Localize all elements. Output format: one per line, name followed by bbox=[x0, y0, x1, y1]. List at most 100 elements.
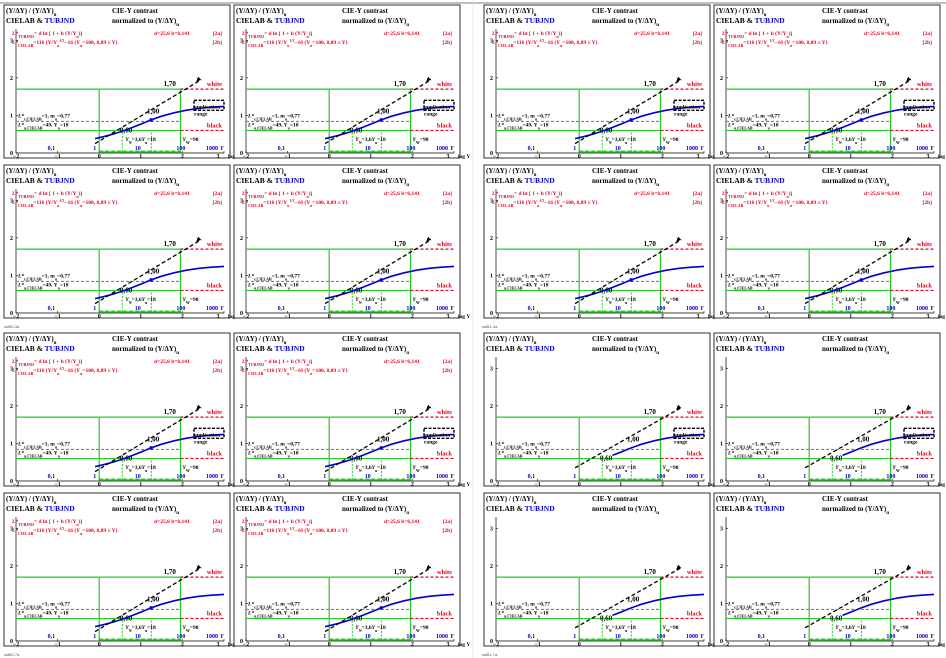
x-tick-label: −1 bbox=[54, 642, 60, 648]
secondary-tick-label: 10 bbox=[845, 146, 851, 152]
tubjnd-curve bbox=[94, 105, 225, 140]
panel-title-left: (Y/ΔY) / (Y/ΔY)u bbox=[486, 7, 537, 18]
value-170: 1,70 bbox=[644, 568, 657, 576]
panel-title-right: CIE-Y contrast bbox=[822, 335, 868, 343]
secondary-tick-label: 100 bbox=[176, 146, 185, 152]
equation-tubjnd: L*TUBJND= d ln [ 1 + b (Y/Yu)] bbox=[11, 518, 82, 527]
panel-frame bbox=[3, 492, 231, 647]
lu-cielab-label: L*u,CIELAB=49, Yu=18 bbox=[17, 121, 69, 130]
panel-title-left: (Y/ΔY) / (Y/ΔY)u bbox=[716, 495, 767, 506]
x-tick-label: 1 bbox=[849, 642, 852, 648]
panel-title-right: CIE-Y contrast bbox=[592, 167, 638, 175]
secondary-tick-label: 0,1 bbox=[758, 146, 766, 152]
x-axis-label: log Y bbox=[938, 482, 946, 488]
secondary-tick-label: 1 bbox=[93, 306, 96, 312]
secondary-tick-label: 10 bbox=[615, 146, 621, 152]
x-tick-label: −2 bbox=[723, 154, 729, 160]
y-tick-label: 2 bbox=[720, 404, 723, 410]
lr-cielab-label: L*r,CIELAB=1, mu=0,77 bbox=[497, 272, 550, 281]
lr-cielab-label: L*r,CIELAB=1, mu=0,77 bbox=[727, 272, 780, 281]
value-170: 1,70 bbox=[874, 408, 887, 416]
yw-label: YW=90 bbox=[182, 625, 198, 633]
x-axis-label: log Y bbox=[458, 642, 470, 648]
y-tick-label: 2 bbox=[720, 76, 723, 82]
x-axis-label: log Y bbox=[458, 314, 470, 320]
chart-panel: (Y/ΔY) / (Y/ΔY)u CIE-Y contrast CIELAB & T… bbox=[233, 492, 470, 648]
app-range-label-2: range bbox=[424, 111, 438, 117]
app-range-box bbox=[423, 427, 455, 439]
chart-panel: (Y/ΔY) / (Y/ΔY)u CIE-Y contrast CIELAB & T… bbox=[713, 492, 946, 648]
secondary-tick-label: 0,1 bbox=[48, 306, 56, 312]
secondary-tick-label: 0,1 bbox=[48, 634, 56, 640]
y-tick-label: 2 bbox=[240, 76, 243, 82]
tubjnd-curve bbox=[324, 265, 455, 300]
y-tick-label: 1 bbox=[240, 601, 243, 607]
y-tick-label: 3 bbox=[720, 366, 723, 372]
equation-cielab: L*CIELAB=116 (Y/Yu1/3−16 (Yu=100, 0,89 ≤… bbox=[721, 198, 828, 208]
y-tick-label: 1 bbox=[240, 113, 243, 119]
equation-cielab: L*CIELAB=116 (Y/Yu1/3−16 (Yu=100, 0,89 ≤… bbox=[241, 38, 348, 48]
yw-label: YW=90 bbox=[182, 137, 198, 145]
lu-cielab-label: L*u,CIELAB=49, Yu=18 bbox=[17, 281, 69, 290]
app-range-label-1: application bbox=[674, 432, 700, 438]
equation-tubjnd: L*TUBJND= d ln [ 1 + b (Y/Yu)] bbox=[721, 30, 792, 39]
lu-cielab-label: L*u,CIELAB=49, Yu=18 bbox=[497, 609, 549, 618]
x-tick-label: 3 bbox=[447, 642, 450, 648]
x-axis-label: log Y bbox=[458, 482, 470, 488]
yn-yu-label: YN=3,6Yu=18 bbox=[125, 297, 156, 305]
secondary-tick-label: 100 bbox=[176, 306, 185, 312]
chart-panel: (Y/ΔY) / (Y/ΔY)u CIE-Y contrast CIELAB & T… bbox=[3, 4, 240, 160]
panel-title-right: CIE-Y contrast bbox=[592, 335, 638, 343]
x-tick-label: 1 bbox=[369, 154, 372, 160]
value-170: 1,70 bbox=[644, 408, 657, 416]
app-range-box bbox=[673, 427, 705, 439]
panel-frame bbox=[713, 332, 941, 487]
value-170: 1,70 bbox=[164, 568, 177, 576]
panel-title-left: (Y/ΔY) / (Y/ΔY)u bbox=[236, 495, 287, 506]
y-tick-label: 0 bbox=[10, 311, 13, 317]
black-label: black bbox=[437, 282, 453, 289]
green-range-frame bbox=[808, 248, 892, 313]
x-tick-label: −2 bbox=[243, 154, 249, 160]
green-range-frame bbox=[328, 88, 412, 153]
chart-panel: (Y/ΔY) / (Y/ΔY)u CIE-Y contrast CIELAB & T… bbox=[233, 332, 470, 488]
panel-subtitle-right: normalized to (Y/ΔY)u bbox=[592, 505, 659, 516]
secondary-tick-label: 10 bbox=[135, 306, 141, 312]
equation-tag-2b: [2b] bbox=[213, 40, 223, 46]
yw-label: YW=90 bbox=[662, 297, 678, 305]
panel-subtitle-right: normalized to (Y/ΔY)u bbox=[112, 505, 179, 516]
panel-subtitle-right: normalized to (Y/ΔY)u bbox=[342, 177, 409, 188]
secondary-tick-label: 100 bbox=[176, 634, 185, 640]
app-range-label-1: application bbox=[904, 432, 930, 438]
black-label: black bbox=[687, 610, 703, 617]
x-tick-label: −2 bbox=[723, 482, 729, 488]
cielab-curve bbox=[94, 567, 202, 633]
x-tick-label: −2 bbox=[723, 642, 729, 648]
curve-point bbox=[149, 118, 153, 122]
secondary-tick-label: 10 bbox=[365, 146, 371, 152]
x-tick-label: 3 bbox=[217, 314, 220, 320]
equation-params: d=25,6 b=6,141 bbox=[634, 191, 670, 197]
y-tick-label: 0 bbox=[720, 311, 723, 317]
x-tick-label: 2 bbox=[411, 482, 414, 488]
lu-cielab-label: L*u,CIELAB=49, Yu=18 bbox=[247, 449, 299, 458]
x-tick-label: 1 bbox=[139, 482, 142, 488]
y-tick-label: 0 bbox=[10, 639, 13, 645]
lr-cielab-label: L*r,CIELAB=1, mu=0,77 bbox=[247, 440, 300, 449]
equation-params: d=25,6 b=6,141 bbox=[384, 191, 420, 197]
secondary-axis-label: Y bbox=[700, 634, 705, 640]
equation-cielab: L*CIELAB=116 (Y/Yu1/3−16 (Yu=100, 0,89 ≤… bbox=[11, 526, 118, 536]
x-tick-label: −1 bbox=[764, 642, 770, 648]
panel-title-right: CIE-Y contrast bbox=[342, 335, 388, 343]
value-100: 1,00 bbox=[147, 435, 160, 443]
tubjnd-curve bbox=[612, 433, 705, 457]
green-range-frame bbox=[98, 88, 182, 153]
tubjnd-curve bbox=[94, 265, 225, 300]
y-tick-label: 2 bbox=[10, 564, 13, 570]
y-tick-label: 2 bbox=[490, 404, 493, 410]
y-tick-label: 2 bbox=[10, 76, 13, 82]
equation-params: d=25,6 b=6,141 bbox=[864, 31, 900, 37]
cielab-arrowhead bbox=[676, 236, 682, 242]
secondary-tick-label: 0,1 bbox=[48, 146, 56, 152]
y-tick-label: 1 bbox=[490, 273, 493, 279]
